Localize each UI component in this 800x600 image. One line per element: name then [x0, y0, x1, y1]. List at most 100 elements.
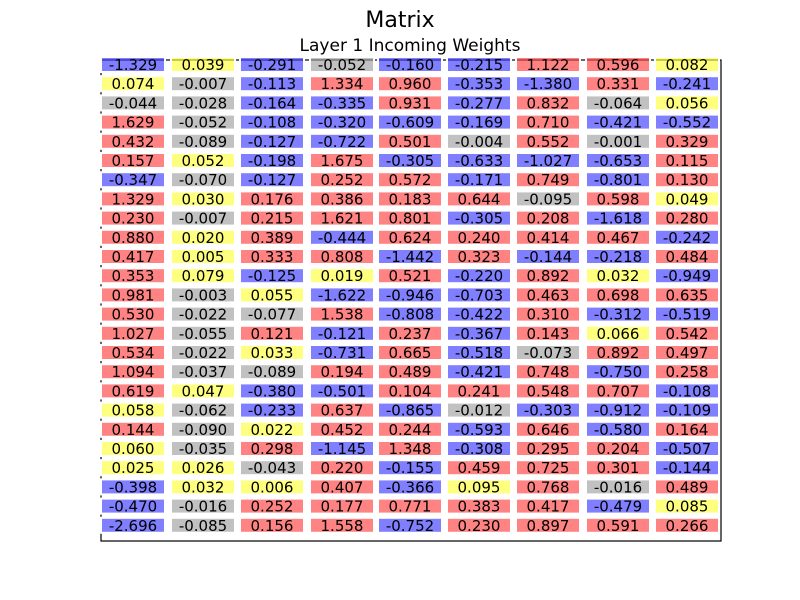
table-row: 0.619 0.047 -0.380 -0.501 0.104 0.241 0.548 0.7… — [100, 382, 720, 400]
cell-value: 0.801 — [389, 210, 432, 228]
cell-value: -0.016 — [594, 478, 642, 496]
cell-box — [100, 440, 166, 457]
cell-box — [170, 420, 236, 438]
cell-value: -0.946 — [386, 286, 434, 304]
cell-value: -0.113 — [248, 75, 296, 93]
cell-value: -0.085 — [179, 517, 227, 535]
cell-value: 0.208 — [527, 210, 570, 228]
cell-box — [170, 478, 236, 496]
cell-box — [377, 420, 443, 438]
cell-value: 0.244 — [389, 421, 432, 439]
cell-box — [515, 497, 581, 515]
cell-value: 0.331 — [597, 75, 640, 93]
cell-box — [654, 190, 720, 208]
cell-box — [100, 420, 166, 438]
cell-box — [239, 382, 305, 400]
cell-value: 0.710 — [527, 114, 570, 132]
cell-box — [100, 228, 166, 246]
cell-box — [446, 459, 512, 477]
cell-box — [585, 286, 651, 304]
cell-box — [585, 382, 651, 400]
cell-value: 0.698 — [597, 286, 640, 304]
table-row: 1.027 -0.055 0.121 -0.121 0.237 -0.367 0.143 0.… — [100, 324, 720, 343]
cell-box — [515, 516, 581, 534]
cell-box — [585, 94, 651, 112]
cell-box — [377, 209, 443, 227]
cell-box — [377, 286, 443, 304]
cell-box — [100, 363, 166, 381]
cell-box — [239, 420, 305, 438]
table-row: 0.432 -0.089 -0.127 -0.722 0.501 -0.004 0.552 -… — [100, 132, 720, 151]
cell-box — [654, 497, 720, 515]
table-row: 1.629 -0.052 -0.108 -0.320 -0.609 -0.169 0.710… — [100, 113, 720, 132]
cell-box — [377, 516, 443, 534]
cell-value: 1.348 — [389, 440, 432, 458]
cell-value: -0.312 — [594, 306, 642, 324]
cell-value: 0.240 — [458, 229, 501, 247]
cell-value: -0.089 — [179, 133, 227, 151]
cell-box — [309, 382, 375, 400]
cell-box — [654, 75, 720, 93]
table-row: -0.398 0.032 0.006 0.407 -0.366 0.095 0.768 -0.… — [100, 478, 720, 496]
cell-value: 0.665 — [389, 344, 432, 362]
cell-box — [100, 286, 166, 304]
cell-value: 0.725 — [527, 459, 570, 477]
cell-value: 0.032 — [182, 478, 225, 496]
cell-box — [377, 324, 443, 342]
cell-box — [654, 305, 720, 323]
table-row: 0.025 0.026 -0.043 0.220 -0.155 0.459 0.725 0.3… — [100, 459, 720, 477]
cell-value: 0.552 — [527, 133, 570, 151]
cell-box — [170, 459, 236, 477]
cell-value: 0.619 — [112, 382, 155, 400]
cell-value: 0.030 — [182, 190, 225, 208]
cell-box — [446, 305, 512, 323]
cell-value: -0.070 — [179, 171, 227, 189]
cell-value: 0.143 — [527, 325, 570, 343]
cell-box — [446, 132, 512, 150]
cell-box — [170, 267, 236, 285]
cell-value: 0.252 — [321, 171, 364, 189]
cell-value: 0.055 — [251, 286, 294, 304]
cell-value: -0.277 — [455, 94, 503, 112]
cell-value: -0.052 — [179, 114, 227, 132]
cell-value: -0.035 — [179, 440, 227, 458]
cell-box — [377, 401, 443, 419]
cell-value: 0.407 — [321, 478, 364, 496]
cell-box — [309, 171, 375, 189]
cell-box — [446, 478, 512, 496]
cell-box — [654, 420, 720, 438]
cell-value: 0.635 — [666, 286, 709, 304]
cell-box — [100, 248, 166, 265]
cell-value: -0.507 — [663, 440, 711, 458]
cell-box — [309, 324, 375, 342]
cell-value: 0.074 — [112, 75, 155, 93]
table-row: -0.044 -0.028 -0.164 -0.335 0.931 -0.277 0.832… — [100, 94, 720, 112]
cell-value: -0.044 — [109, 94, 157, 112]
cell-value: -0.155 — [386, 459, 434, 477]
cell-value: 0.897 — [527, 517, 570, 535]
cell-value: -0.731 — [318, 344, 366, 362]
cell-box — [446, 382, 512, 400]
cell-value: 0.534 — [112, 344, 155, 362]
cell-box — [515, 324, 581, 342]
cell-box — [100, 497, 166, 515]
cell-value: 0.164 — [666, 421, 709, 439]
cell-value: 0.019 — [321, 267, 364, 285]
cell-value: -0.422 — [455, 306, 503, 324]
cell-box — [654, 152, 720, 169]
cell-value: -0.077 — [248, 306, 296, 324]
cell-box — [377, 363, 443, 381]
cell-value: 0.177 — [321, 498, 364, 516]
cell-box — [170, 248, 236, 265]
cell-box — [239, 401, 305, 419]
cell-value: 0.006 — [251, 478, 294, 496]
table-row: 0.534 -0.022 0.033 -0.731 0.665 -0.518 -0.073 0… — [100, 344, 720, 362]
cell-value: 0.459 — [458, 459, 501, 477]
cell-box — [585, 267, 651, 285]
cell-box — [654, 478, 720, 496]
cell-value: -0.127 — [248, 133, 296, 151]
cell-box — [239, 248, 305, 265]
cell-box — [654, 113, 720, 131]
cell-value: -0.367 — [455, 325, 503, 343]
